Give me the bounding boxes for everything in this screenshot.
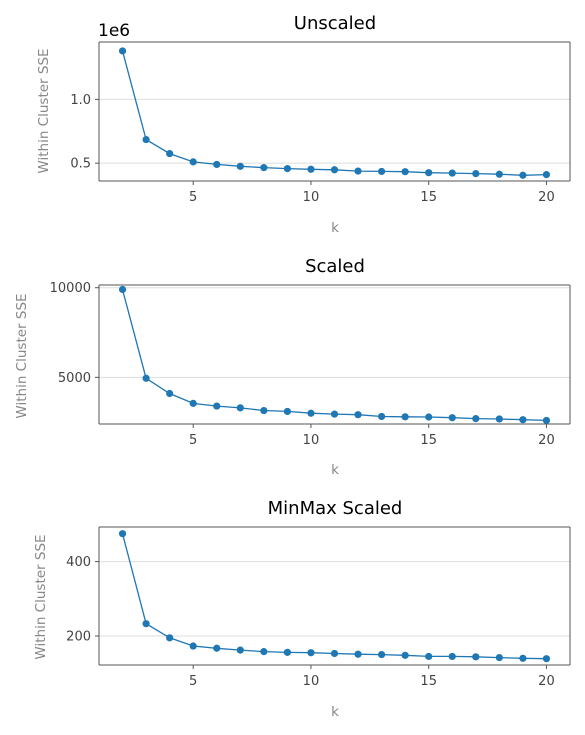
chart-title: Unscaled [294, 13, 376, 34]
data-point [283, 407, 291, 416]
chart-title: Scaled [305, 256, 365, 277]
data-point [118, 285, 127, 294]
data-point [189, 158, 197, 166]
data-point [142, 135, 150, 144]
panel-scaled: Scaled k Within Cluster SSE 5 10 15 20 5000 1… [14, 256, 571, 478]
data-point [307, 165, 315, 173]
data-point [260, 406, 268, 415]
y-tick-label: 5000 [58, 371, 91, 386]
data-point [495, 415, 503, 423]
data-point [519, 171, 527, 179]
data-point [118, 530, 127, 538]
x-axis-label: k [331, 220, 339, 236]
x-tick-label: 5 [189, 190, 197, 205]
y-axis-label: Within Cluster SSE [33, 534, 49, 659]
data-point [378, 167, 386, 176]
data-point [378, 412, 386, 421]
data-point [166, 149, 174, 158]
data-point [283, 165, 291, 173]
x-tick-label: 15 [420, 433, 437, 448]
y-tick-label: 200 [66, 629, 91, 644]
data-point [495, 170, 503, 178]
data-point [354, 167, 362, 175]
plot-area: 5 10 15 20 0.5 1.0 [70, 41, 571, 205]
data-point [354, 411, 362, 419]
data-point [472, 170, 480, 178]
data-point [495, 653, 503, 662]
series-line [121, 289, 547, 422]
data-point [425, 169, 433, 177]
data-point [401, 651, 409, 659]
panel-unscaled: Unscaled 1e6 k Within Cluster SSE 5 10 15 2… [36, 13, 571, 236]
data-point [330, 649, 339, 658]
series-line [121, 533, 547, 660]
data-point [142, 620, 150, 628]
data-point [425, 652, 433, 661]
x-tick-label: 20 [538, 433, 555, 448]
chart-title: MinMax Scaled [268, 498, 403, 519]
data-point [236, 404, 244, 412]
y-tick-label: 0.5 [70, 157, 91, 172]
data-point [401, 168, 409, 176]
data-point [542, 416, 551, 425]
plot-area: 5 10 15 20 5000 10000 [50, 281, 571, 448]
data-point [330, 410, 339, 418]
y-axis-label: Within Cluster SSE [14, 293, 30, 418]
data-point [542, 655, 551, 663]
x-tick-label: 10 [303, 674, 320, 689]
x-tick-label: 20 [538, 674, 555, 689]
data-point [213, 160, 221, 169]
y-tick-label: 1.0 [70, 93, 91, 108]
y-axis-label: Within Cluster SSE [36, 48, 52, 173]
data-point [236, 162, 244, 170]
data-point [307, 649, 315, 657]
data-point [189, 642, 197, 650]
x-tick-label: 10 [303, 190, 320, 205]
data-point [448, 414, 456, 422]
y-tick-label: 10000 [50, 281, 91, 296]
series-line [121, 50, 547, 176]
panel-minmax-scaled: MinMax Scaled k Within Cluster SSE 5 10 15… [33, 498, 571, 720]
data-point [542, 171, 551, 179]
x-tick-label: 5 [189, 433, 197, 448]
data-point [519, 654, 527, 662]
data-point [448, 169, 456, 177]
data-point [472, 415, 480, 423]
y-tick-label: 400 [66, 555, 91, 570]
y-offset-label: 1e6 [98, 21, 130, 41]
data-point [354, 650, 362, 658]
x-axis-label: k [331, 704, 339, 720]
data-point [307, 409, 315, 417]
data-point [401, 413, 409, 421]
data-point [142, 374, 150, 382]
data-point [260, 648, 268, 656]
data-point [330, 166, 339, 174]
x-tick-label: 15 [420, 190, 437, 205]
data-point [213, 402, 221, 410]
data-point [378, 650, 386, 659]
x-tick-label: 20 [538, 190, 555, 205]
data-point [425, 413, 433, 421]
data-point [448, 652, 456, 661]
data-point [118, 47, 127, 55]
data-point [519, 416, 527, 424]
x-tick-label: 10 [303, 433, 320, 448]
x-axis-label: k [331, 462, 339, 478]
x-tick-label: 5 [189, 674, 197, 689]
data-point [166, 634, 174, 642]
data-point [472, 653, 480, 661]
data-point [283, 648, 291, 656]
x-tick-label: 15 [420, 674, 437, 689]
data-point [166, 389, 174, 398]
data-point [189, 399, 197, 407]
plot-area: 5 10 15 20 200 400 [66, 526, 571, 689]
data-point [260, 164, 268, 172]
data-point [236, 646, 244, 654]
data-point [213, 644, 221, 652]
